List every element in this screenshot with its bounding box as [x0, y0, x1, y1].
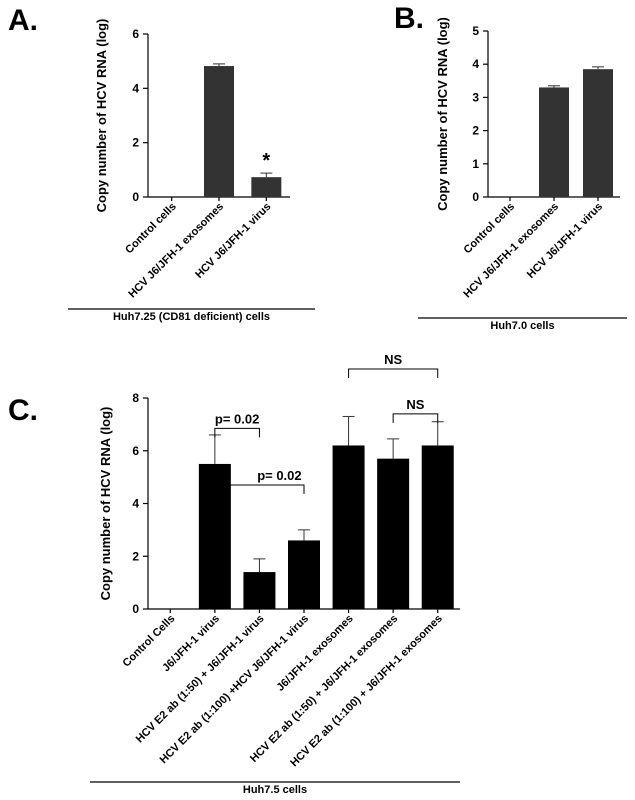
group-label: Huh7.5 cells	[243, 784, 307, 796]
y-tick-label: 2	[132, 136, 139, 150]
y-tick-label: 1	[472, 157, 479, 171]
y-tick-label: 6	[132, 27, 139, 41]
category-label: J6/JFH-1 exosomes	[275, 613, 356, 694]
bar	[288, 540, 320, 609]
panel-letter: B.	[394, 2, 424, 35]
significance-bracket	[214, 484, 305, 495]
bar	[243, 572, 276, 609]
y-tick-label: 0	[472, 190, 479, 204]
y-tick-label: 2	[472, 124, 479, 138]
group-label: Huh7.25 (CD81 deficient) cells	[113, 311, 270, 323]
bar	[251, 177, 282, 197]
category-label: HCV J6/JFH-1 exosomes	[126, 201, 226, 301]
y-tick-label: 0	[132, 602, 139, 616]
y-tick-label: 6	[132, 444, 139, 458]
y-tick-label: 8	[132, 391, 139, 405]
significance-bracket	[214, 427, 260, 438]
panel-letter: A.	[8, 4, 38, 37]
p-value-label: NS	[406, 397, 424, 412]
significance-bracket	[392, 413, 439, 423]
y-tick-label: 4	[132, 81, 139, 95]
p-value-label: NS	[384, 352, 402, 367]
panel-letter: C.	[8, 394, 38, 427]
y-axis-label: Copy number of HCV RNA (log)	[435, 17, 450, 211]
y-tick-label: 4	[132, 497, 139, 511]
category-label: HCV J6/JFH-1 virus	[525, 201, 605, 281]
group-label: Huh7.0 cells	[490, 320, 554, 332]
p-value-label: p= 0.02	[215, 411, 259, 426]
y-axis-label: Copy number of HCV RNA (log)	[94, 19, 109, 213]
y-axis-label: Copy number of HCV RNA (log)	[98, 407, 113, 601]
significance-bracket	[348, 368, 439, 378]
y-tick-label: 0	[132, 190, 139, 204]
significance-star: *	[262, 150, 270, 172]
category-label: HCV E2 ab (1:100) + J6/JFH-1 exosomes	[288, 613, 445, 770]
y-tick-label: 2	[132, 549, 139, 563]
y-tick-label: 4	[472, 57, 479, 71]
bar	[332, 445, 365, 609]
bar	[583, 69, 613, 197]
y-tick-label: 5	[472, 24, 479, 38]
bar	[539, 87, 569, 197]
y-tick-label: 3	[472, 90, 479, 104]
bar	[377, 458, 410, 609]
bar	[198, 463, 231, 609]
p-value-label: p= 0.02	[257, 468, 301, 483]
bar	[204, 66, 234, 197]
bar	[421, 445, 454, 609]
